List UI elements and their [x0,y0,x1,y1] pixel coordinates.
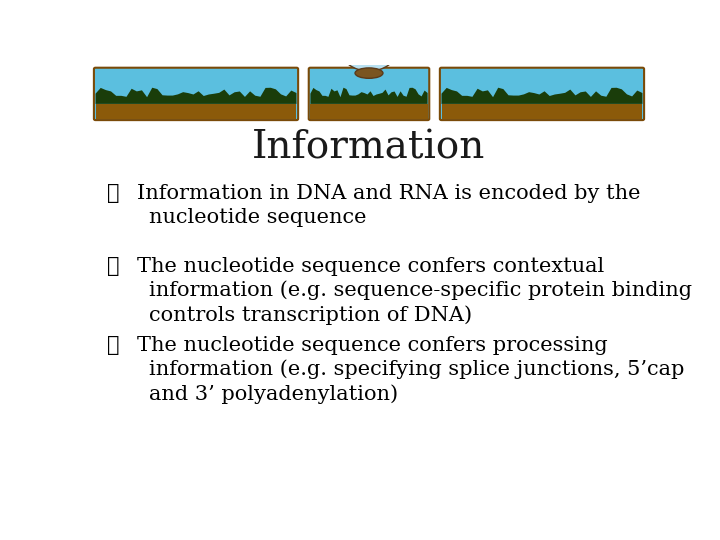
Polygon shape [338,38,358,55]
Text: ❖: ❖ [107,257,120,276]
Text: nucleotide sequence: nucleotide sequence [148,208,366,227]
Text: information (e.g. specifying splice junctions, 5’cap: information (e.g. specifying splice junc… [148,360,684,380]
Circle shape [346,13,386,42]
Text: ❖: ❖ [107,336,120,355]
Ellipse shape [355,68,383,78]
Polygon shape [310,87,428,104]
Bar [310,104,428,119]
Text: Information in DNA and RNA is encoded by the: Information in DNA and RNA is encoded by… [138,184,641,203]
Ellipse shape [341,30,397,71]
Text: information (e.g. sequence-specific protein binding: information (e.g. sequence-specific prot… [148,281,692,300]
Text: controls transcription of DNA): controls transcription of DNA) [148,305,472,325]
Polygon shape [441,87,642,104]
FancyBboxPatch shape [440,68,644,120]
Bar [441,104,642,119]
Bar [96,104,297,119]
Polygon shape [96,87,297,104]
Text: The nucleotide sequence confers contextual: The nucleotide sequence confers contextu… [138,257,605,276]
FancyBboxPatch shape [309,68,429,120]
FancyBboxPatch shape [94,68,298,120]
Text: and 3’ polyadenylation): and 3’ polyadenylation) [148,384,397,403]
Text: Information: Information [252,130,486,166]
Text: The nucleotide sequence confers processing: The nucleotide sequence confers processi… [138,336,608,355]
Text: ❖: ❖ [107,184,120,203]
